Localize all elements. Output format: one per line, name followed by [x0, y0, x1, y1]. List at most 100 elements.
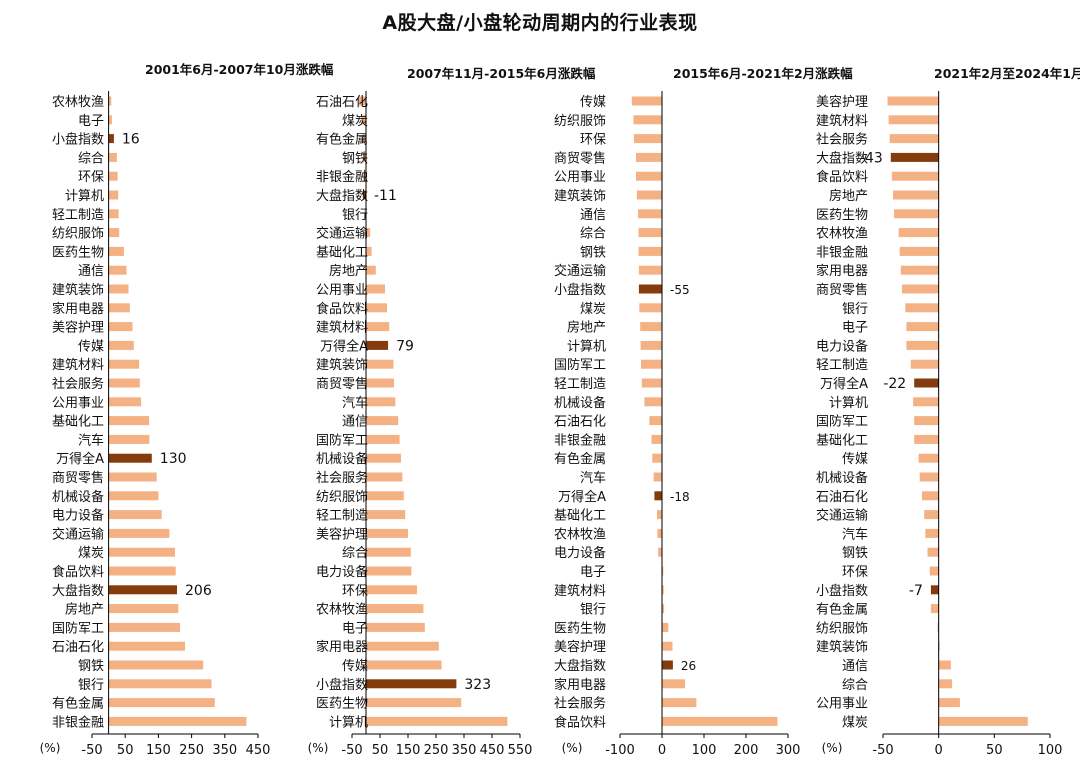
category-label: 食品饮料: [816, 169, 868, 185]
bar: [633, 115, 662, 125]
bar: [662, 679, 686, 689]
category-label: 综合: [580, 227, 606, 242]
bar: [108, 566, 176, 576]
bar: [108, 491, 159, 501]
category-label: 石油石化: [816, 490, 868, 505]
x-tick-label: 150: [396, 743, 421, 758]
bar: [361, 115, 366, 125]
category-label: 非银金融: [316, 169, 368, 185]
bar: [366, 340, 389, 350]
category-label: 房地产: [567, 320, 606, 336]
x-tick-label: 250: [179, 743, 204, 758]
category-label: 建筑装饰: [554, 188, 606, 204]
bar: [891, 171, 939, 181]
bar: [636, 171, 662, 181]
bar: [108, 340, 134, 350]
category-label: 公用事业: [316, 283, 368, 298]
bar: [640, 322, 662, 332]
bar: [906, 322, 939, 332]
category-label: 综合: [78, 151, 104, 166]
bar: [657, 510, 662, 520]
bar: [366, 547, 411, 557]
category-label: 商贸零售: [816, 282, 868, 298]
bar: [108, 641, 185, 651]
category-label: 农林牧渔: [554, 527, 606, 542]
bar: [887, 96, 939, 106]
bar: [108, 416, 150, 426]
category-label: 国防军工: [816, 414, 868, 430]
bar: [898, 228, 939, 238]
x-tick-label: 0: [935, 743, 943, 758]
bar: [366, 453, 401, 463]
x-tick-label: 200: [734, 743, 759, 758]
category-label: 银行: [842, 302, 868, 317]
bar: [362, 134, 366, 144]
category-label: 电子: [842, 321, 868, 336]
category-label: 银行: [342, 208, 368, 223]
category-label: 农林牧渔: [316, 603, 368, 618]
bar: [638, 284, 662, 294]
bar: [108, 171, 118, 181]
category-label: 通信: [842, 659, 868, 674]
category-label: 房地产: [65, 602, 104, 618]
category-label: 汽车: [78, 432, 104, 448]
category-label: 汽车: [842, 526, 868, 542]
category-label: 综合: [842, 678, 868, 693]
bar: [938, 679, 953, 689]
category-label: 有色金属: [316, 132, 368, 148]
category-label: 电力设备: [816, 338, 868, 354]
bar: [366, 716, 508, 726]
x-tick-label: 350: [452, 743, 477, 758]
main-title: A股大盘/小盘轮动周期内的行业表现: [382, 12, 698, 34]
category-label: 万得全A: [320, 338, 368, 354]
category-label: 环保: [580, 133, 606, 148]
bar: [662, 660, 673, 670]
x-tick-label: -50: [341, 743, 362, 758]
x-tick-label: 550: [508, 743, 533, 758]
category-label: 交通运输: [316, 226, 368, 242]
category-label: 小盘指数: [316, 677, 368, 693]
bar: [108, 378, 140, 388]
category-label: 家用电器: [554, 677, 606, 693]
category-label: 环保: [342, 584, 368, 599]
category-label: 汽车: [342, 395, 368, 411]
category-label: 家用电器: [316, 639, 368, 655]
unit-label: (%): [562, 741, 583, 755]
bar: [930, 585, 939, 595]
panel-title: 2015年6月-2021年2月涨跌幅: [673, 66, 853, 81]
data-label: -43: [860, 150, 883, 166]
bar: [108, 134, 114, 144]
bar: [366, 566, 412, 576]
category-label: 社会服务: [316, 470, 368, 486]
bar: [108, 397, 142, 407]
panel-title: 2007年11月-2015年6月涨跌幅: [407, 66, 596, 81]
bar: [662, 566, 664, 576]
bar: [108, 322, 133, 332]
category-label: 机械设备: [316, 451, 368, 467]
category-label: 美容护理: [316, 526, 368, 542]
category-label: 环保: [842, 565, 868, 580]
x-tick-label: -50: [872, 743, 893, 758]
data-label: 130: [160, 451, 187, 467]
bar: [108, 698, 215, 708]
x-tick-label: 450: [246, 743, 271, 758]
category-label: 有色金属: [52, 696, 104, 712]
panel-title: 2001年6月-2007年10月涨跌幅: [145, 62, 334, 77]
bar: [662, 622, 669, 632]
bar: [654, 491, 662, 501]
category-label: 万得全A: [820, 376, 868, 392]
bar: [938, 641, 940, 651]
category-label: 计算机: [829, 396, 868, 411]
category-label: 综合: [342, 546, 368, 561]
category-label: 大盘指数: [52, 583, 104, 599]
bar: [366, 528, 408, 538]
bar: [108, 246, 124, 256]
category-label: 石油石化: [52, 640, 104, 655]
bar: [914, 378, 939, 388]
data-label: -7: [909, 583, 923, 599]
category-label: 轻工制造: [554, 377, 606, 392]
bar: [366, 660, 442, 670]
bar: [662, 604, 665, 614]
category-label: 食品饮料: [316, 301, 368, 317]
